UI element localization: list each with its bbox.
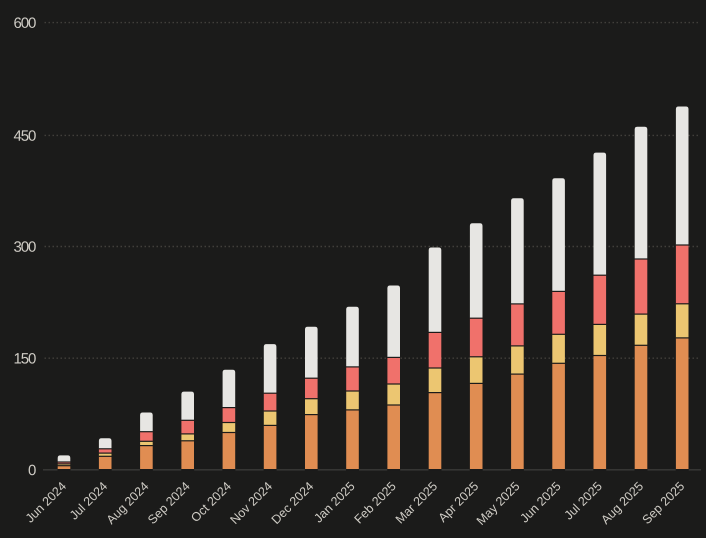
svg-text:150: 150	[13, 350, 35, 367]
svg-text:600: 600	[13, 15, 35, 32]
svg-text:0: 0	[28, 462, 36, 479]
svg-text:300: 300	[13, 239, 35, 256]
svg-text:450: 450	[13, 128, 35, 145]
